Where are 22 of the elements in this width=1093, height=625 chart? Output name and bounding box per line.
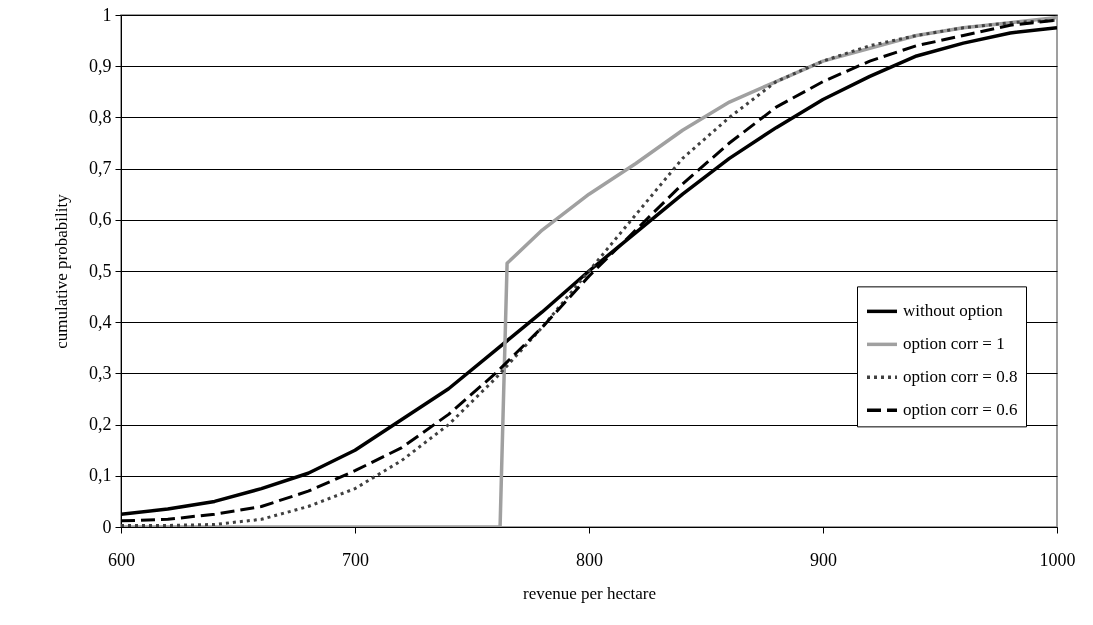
y-axis-title: cumulative probability xyxy=(52,193,71,349)
y-tick-label: 0,8 xyxy=(89,106,112,127)
y-tick-label: 0 xyxy=(102,516,112,537)
y-tick-label: 0,5 xyxy=(89,260,112,281)
y-tick-label: 0,9 xyxy=(89,55,112,76)
x-tick-label: 800 xyxy=(576,549,603,570)
legend-label: option corr = 0.6 xyxy=(903,400,1018,420)
legend-label: without option xyxy=(903,301,1004,321)
x-tick-label: 1000 xyxy=(1039,549,1076,570)
y-tick-label: 0,4 xyxy=(89,311,112,332)
y-tick-label: 0,6 xyxy=(89,209,112,230)
x-axis-title: revenue per hectare xyxy=(522,583,657,603)
x-tick-label: 600 xyxy=(108,549,135,570)
x-tick-label: 700 xyxy=(342,549,369,570)
legend-label: option corr = 0.8 xyxy=(903,367,1018,387)
y-tick-label: 0,7 xyxy=(89,158,112,179)
y-tick-label: 0,1 xyxy=(89,465,112,486)
y-tick-label: 0,3 xyxy=(89,362,112,383)
y-tick-label: 1 xyxy=(102,4,112,25)
x-tick-label: 900 xyxy=(810,549,837,570)
y-tick-label: 0,2 xyxy=(89,414,112,435)
legend-label: option corr = 1 xyxy=(903,334,1005,354)
